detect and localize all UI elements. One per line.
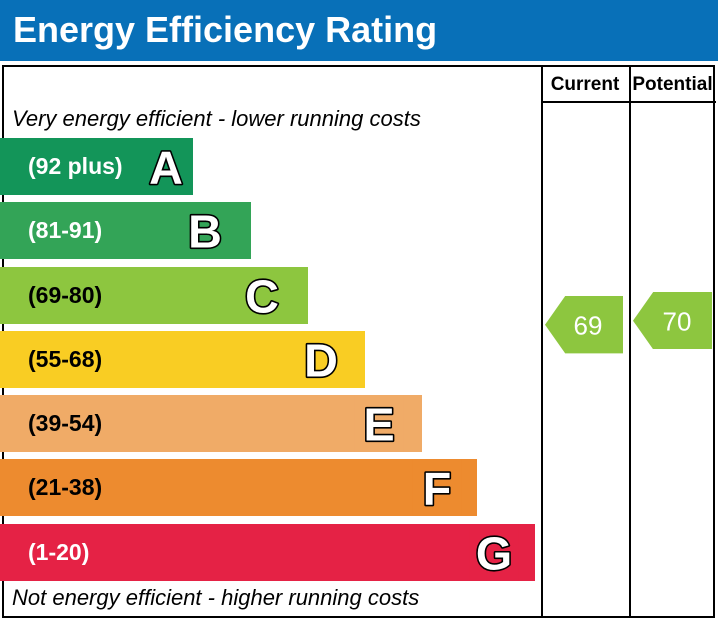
- svg-text:D: D: [304, 335, 338, 387]
- svg-text:70: 70: [662, 306, 691, 336]
- svg-text:E: E: [363, 399, 394, 451]
- svg-text:B: B: [188, 206, 222, 258]
- svg-text:A: A: [149, 142, 183, 194]
- svg-text:G: G: [475, 528, 511, 580]
- svg-text:F: F: [423, 463, 452, 515]
- svg-text:C: C: [245, 271, 279, 323]
- svg-text:69: 69: [573, 311, 602, 341]
